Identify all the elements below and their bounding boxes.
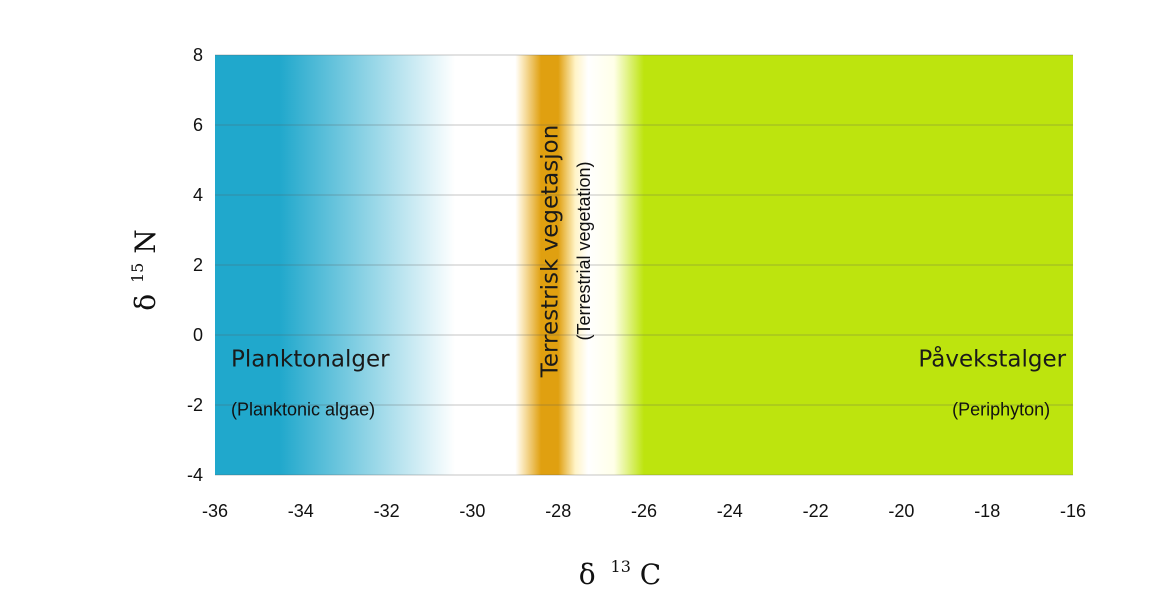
y-tick-label: 6 [193,115,203,135]
plot-background [215,55,1073,475]
x-axis-label: δ 13 C [579,546,661,589]
y-tick-label: -4 [187,465,203,485]
y-axis-label-delta: δ [129,294,162,311]
y-tick-label: -2 [187,395,203,415]
y-axis-label: δ 15 N [117,229,162,311]
region-label-terrestrisk-vegetasjon: Terrestrisk vegetasjon [538,125,564,379]
region-sublabel-periphyton: (Periphyton) [952,400,1050,420]
x-tick-label: -24 [717,501,743,521]
x-tick-label: -28 [545,501,571,521]
y-axis-label-element: N [129,229,162,254]
y-tick-label: 8 [193,45,203,65]
x-tick-label: -36 [202,501,228,521]
x-tick-label: -34 [288,501,314,521]
x-axis-label-superscript: 13 [611,557,631,576]
region-label-planktonalger: Planktonalger [231,347,390,373]
y-tick-label: 2 [193,255,203,275]
y-axis-label-superscript: 15 [128,263,147,283]
x-axis-label-delta: δ [579,558,596,589]
x-tick-label: -22 [803,501,829,521]
x-tick-label: -20 [888,501,914,521]
region-sublabel-planktonic-algae: (Planktonic algae) [231,400,375,420]
region-label-pavekstalger: Påvekstalger [918,345,1066,373]
gridlines [215,54,1073,476]
y-tick-label: 4 [193,185,203,205]
x-tick-label: -26 [631,501,657,521]
x-axis-ticks: -36 -34 -32 -30 -28 -26 -24 -22 -20 -18 -16 [202,501,1086,521]
y-tick-label: 0 [193,325,203,345]
region-sublabel-terrestrial-vegetation: (Terrestrial vegetation) [574,161,594,340]
x-axis-label-element: C [640,558,661,589]
y-axis-ticks: 8 6 4 2 0 -2 -4 [187,45,203,485]
x-tick-label: -16 [1060,501,1086,521]
x-tick-label: -30 [459,501,485,521]
x-tick-label: -32 [374,501,400,521]
x-tick-label: -18 [974,501,1000,521]
